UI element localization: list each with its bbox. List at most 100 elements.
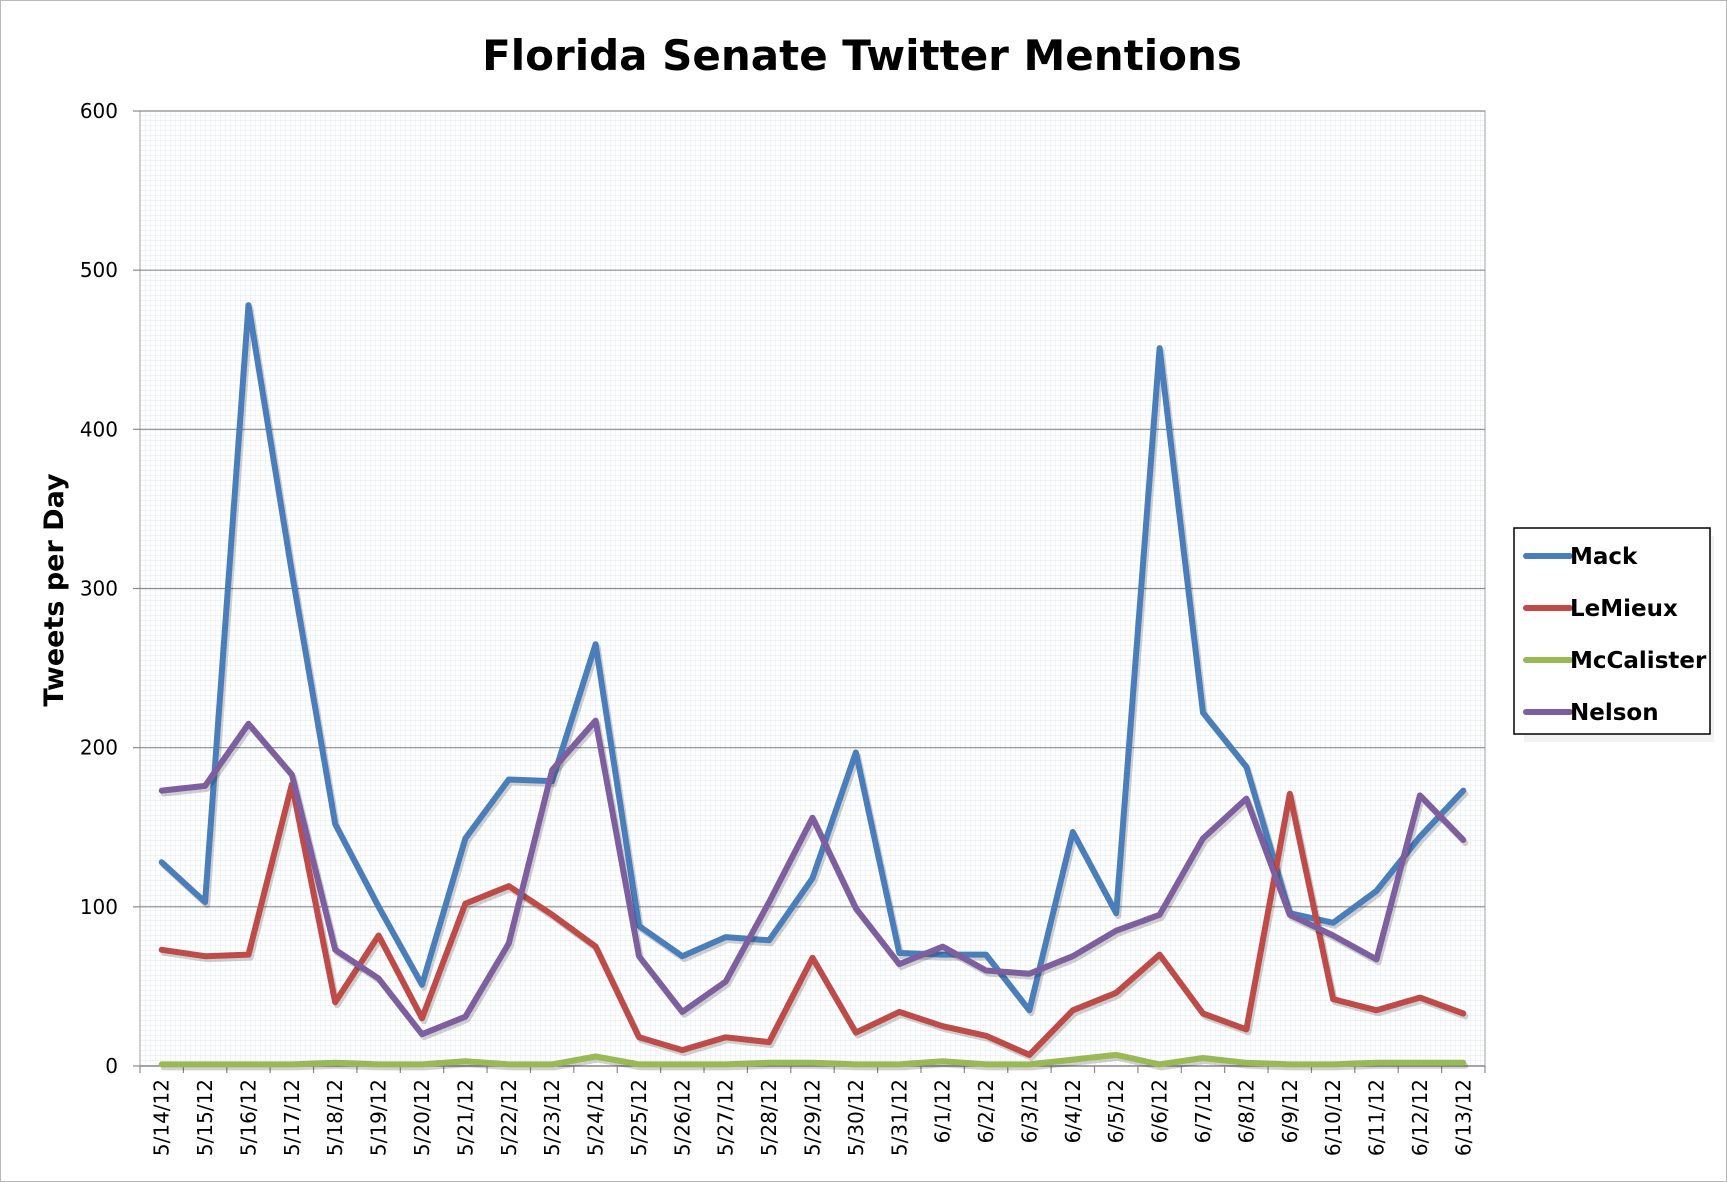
y-tick-label: 0: [105, 1054, 118, 1078]
data-point-mack: [332, 821, 338, 827]
data-point-mack: [810, 875, 816, 881]
data-point-lemieux: [636, 1034, 642, 1040]
axes: 0 100 200 300 400 500 600 5/14/12 5/15/12 5/16/12…: [80, 99, 1486, 1156]
data-point-lemieux: [983, 1033, 989, 1039]
data-point-mccalister: [1374, 1060, 1380, 1066]
x-tick-label: 6/3/12: [1017, 1079, 1041, 1143]
x-tick-label: 5/23/12: [540, 1079, 564, 1156]
data-point-lemieux: [723, 1034, 729, 1040]
data-point-lemieux: [1243, 1026, 1249, 1032]
data-point-nelson: [246, 721, 252, 727]
data-point-mack: [419, 982, 425, 988]
data-point-lemieux: [376, 933, 382, 939]
x-tick-label: 5/19/12: [367, 1079, 391, 1156]
data-point-nelson: [940, 944, 946, 950]
data-point-nelson: [289, 772, 295, 778]
data-point-mccalister: [159, 1061, 165, 1067]
series-lines: [158, 302, 1469, 1071]
data-point-nelson: [810, 815, 816, 821]
series-line-lemieux: [158, 781, 1467, 1058]
data-point-mack: [289, 570, 295, 576]
data-point-lemieux: [1374, 1007, 1380, 1013]
x-tick-label: 5/28/12: [757, 1079, 781, 1156]
series-line-mccalister: [158, 1051, 1467, 1068]
y-tick-label: 200: [80, 736, 118, 760]
data-point-mccalister: [1460, 1060, 1466, 1066]
x-tick-label: 6/7/12: [1191, 1079, 1215, 1143]
legend-label-mccalister: McCalister: [1570, 648, 1707, 674]
x-tick-label: 6/9/12: [1278, 1079, 1302, 1143]
x-tick-label: 6/10/12: [1321, 1079, 1345, 1156]
data-point-mccalister: [246, 1061, 252, 1067]
data-point-lemieux: [202, 953, 208, 959]
data-point-lemieux: [766, 1039, 772, 1045]
data-point-mccalister: [1417, 1060, 1423, 1066]
data-point-mccalister: [1157, 1061, 1163, 1067]
data-point-mccalister: [766, 1060, 772, 1066]
gridlines: [140, 110, 1485, 908]
data-point-mccalister: [636, 1061, 642, 1067]
data-point-lemieux: [1330, 996, 1336, 1002]
data-point-lemieux: [332, 999, 338, 1005]
y-tick-label: 500: [80, 258, 118, 282]
data-point-nelson: [1200, 835, 1206, 841]
data-point-mccalister: [1243, 1060, 1249, 1066]
data-point-lemieux: [506, 883, 512, 889]
data-point-nelson: [376, 976, 382, 982]
data-point-mack: [766, 937, 772, 943]
legend-label-nelson: Nelson: [1570, 700, 1659, 726]
data-point-lemieux: [1157, 952, 1163, 958]
data-point-lemieux: [1460, 1011, 1466, 1017]
chart-title: Florida Senate Twitter Mentions: [482, 31, 1242, 80]
x-tick-label: 5/31/12: [887, 1079, 911, 1156]
data-point-mccalister: [1113, 1052, 1119, 1058]
data-point-mccalister: [289, 1061, 295, 1067]
data-point-mack: [1330, 920, 1336, 926]
x-tick-label: 5/16/12: [236, 1079, 260, 1156]
x-tick-label: 5/30/12: [844, 1079, 868, 1156]
data-point-nelson: [1417, 792, 1423, 798]
data-point-nelson: [332, 947, 338, 953]
x-tick-label: 5/14/12: [150, 1079, 174, 1156]
x-tick-label: 5/15/12: [193, 1079, 217, 1156]
data-point-nelson: [766, 899, 772, 905]
data-point-lemieux: [1417, 995, 1423, 1001]
series-line-mack: [158, 302, 1467, 1014]
data-point-mack: [679, 953, 685, 959]
data-point-mccalister: [332, 1060, 338, 1066]
x-tick-label: 6/12/12: [1408, 1079, 1432, 1156]
data-point-nelson: [1026, 971, 1032, 977]
y-tick-label: 400: [80, 417, 118, 441]
data-point-nelson: [202, 783, 208, 789]
x-tick-label: 5/18/12: [323, 1079, 347, 1156]
data-point-lemieux: [810, 955, 816, 961]
data-point-mack: [1157, 345, 1163, 351]
data-point-mccalister: [853, 1061, 859, 1067]
y-axis-label: Tweets per Day: [39, 473, 70, 707]
data-point-mccalister: [940, 1058, 946, 1064]
data-point-mccalister: [1200, 1055, 1206, 1061]
data-point-lemieux: [1026, 1052, 1032, 1058]
x-tick-label: 5/26/12: [670, 1079, 694, 1156]
data-point-mack: [896, 950, 902, 956]
legend-label-lemieux: LeMieux: [1570, 596, 1678, 622]
data-point-mccalister: [549, 1061, 555, 1067]
y-tick-label: 300: [80, 577, 118, 601]
x-tick-label: 6/4/12: [1061, 1079, 1085, 1143]
legend: Mack LeMieux McCalister Nelson: [1513, 527, 1714, 742]
data-point-nelson: [1113, 928, 1119, 934]
data-point-mack: [159, 859, 165, 865]
data-point-nelson: [1287, 912, 1293, 918]
x-tick-label: 6/11/12: [1365, 1079, 1389, 1156]
x-tick-label: 6/8/12: [1234, 1079, 1258, 1143]
data-point-mccalister: [679, 1061, 685, 1067]
data-point-mccalister: [506, 1061, 512, 1067]
data-point-lemieux: [1287, 791, 1293, 797]
data-point-mack: [1243, 764, 1249, 770]
data-point-lemieux: [1113, 990, 1119, 996]
data-point-mack: [1026, 1007, 1032, 1013]
x-tick-label: 5/27/12: [714, 1079, 738, 1156]
data-point-mack: [202, 899, 208, 905]
data-point-mack: [462, 835, 468, 841]
